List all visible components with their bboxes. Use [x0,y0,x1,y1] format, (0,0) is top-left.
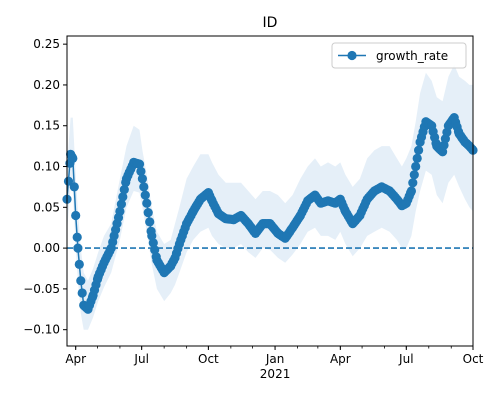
legend-marker [347,50,357,61]
data-point [134,159,145,169]
plot-area [62,64,478,330]
data-point [77,288,87,298]
data-point [136,166,146,176]
data-point [118,192,128,202]
x-tick-label: Apr [330,352,351,366]
data-point [406,186,416,196]
data-point [69,182,79,192]
data-point [148,238,158,248]
y-tick-label: 0.20 [33,78,60,92]
data-point [115,206,125,216]
legend-box [331,42,467,69]
x-tick-label: Jul [398,352,413,366]
y-tick-label: 0.15 [33,119,60,133]
y-tick-label: 0.05 [33,200,60,214]
data-point [408,178,418,188]
x-tick-label: Jul [133,352,148,366]
y-tick-label: −0.05 [23,282,60,296]
x-tick-label: Apr [65,352,86,366]
data-point [150,245,160,255]
axes-frame [66,35,474,347]
x-tick-label: Oct [198,352,219,366]
y-tick-label: 0.25 [33,37,60,51]
data-point [72,232,82,242]
data-point [143,208,153,218]
data-point [411,161,421,172]
y-tick-label: −0.10 [23,323,60,337]
data-point [63,176,74,186]
data-point [74,259,84,269]
chart-title: ID [263,15,278,31]
data-point [142,198,152,208]
data-point [68,153,78,163]
data-point [116,199,126,209]
data-point [414,145,424,155]
legend[interactable]: growth_rate [331,42,467,69]
data-point [71,210,81,221]
x-tick-sublabel: 2021 [260,367,291,381]
x-tick-label: Jan [265,352,285,366]
data-point [409,170,419,180]
data-point [147,231,157,241]
data-point [412,153,422,163]
series-layer [62,113,478,314]
data-point [119,185,129,195]
data-point [140,190,150,200]
legend-label: growth_rate [376,49,448,63]
data-point [73,243,83,253]
data-point [76,276,86,286]
x-tick-label: Oct [463,352,484,366]
y-tick-label: 0.10 [33,160,60,174]
data-point [145,217,155,227]
data-point [139,182,149,192]
axes: −0.10 −0.05 0.00 0.05 0.10 0.15 0.20 0.25 Apr Jul… [23,35,484,381]
y-tick-label: 0.00 [33,241,60,255]
data-point [137,174,147,184]
